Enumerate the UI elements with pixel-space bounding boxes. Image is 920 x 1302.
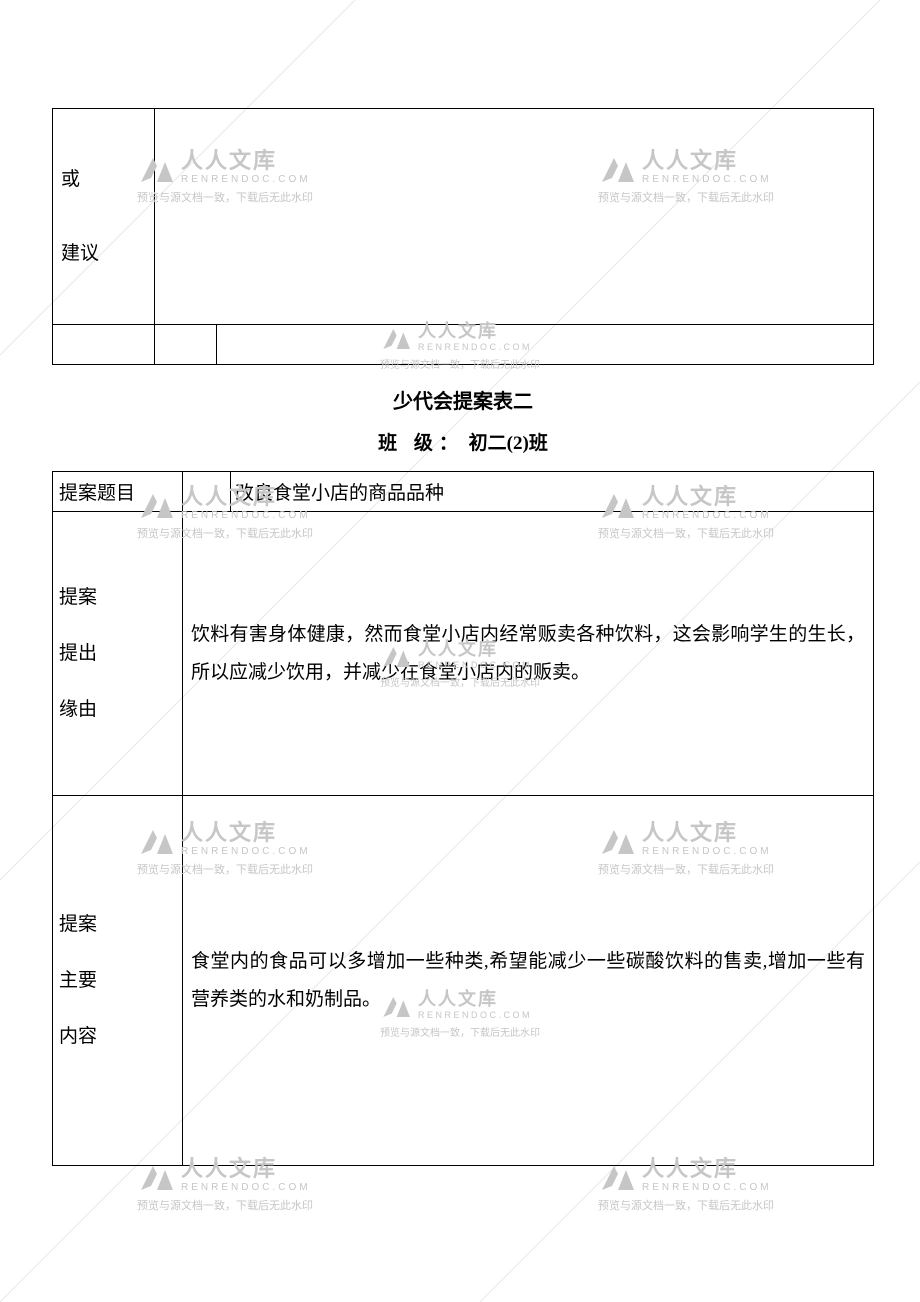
label-text: 主要 [59, 962, 182, 1000]
upper-footer-cell-3 [217, 325, 874, 365]
class-value: 初二(2)班 [469, 433, 548, 454]
class-label: 班 级： [378, 433, 464, 454]
class-line: 班 级： 初二(2)班 [52, 428, 874, 455]
proposal-main-label: 提案 主要 内容 [53, 796, 183, 1166]
watermark-brand-en: RENRENDOC.COM [181, 1183, 311, 1193]
proposal-title-label: 提案题目 [53, 472, 183, 512]
upper-footer-cell-1 [53, 325, 155, 365]
page: 或 建议 少代会提案表二 班 级： 初二(2)班 提案题目 改良食 [0, 0, 920, 1302]
watermark: 人人文库 RENRENDOC.COM 预览与源文档一致，下载后无此水印 [137, 1158, 377, 1213]
watermark-note: 预览与源文档一致，下载后无此水印 [598, 1197, 838, 1213]
upper-row-label: 或 建议 [53, 109, 155, 325]
watermark-brand-en: RENRENDOC.COM [642, 1183, 772, 1193]
label-text: 缘由 [59, 691, 182, 729]
content-area: 或 建议 少代会提案表二 班 级： 初二(2)班 提案题目 改良食 [52, 0, 874, 1166]
label-text: 提案 [59, 906, 182, 944]
label-text: 提案 [59, 579, 182, 617]
watermark-note: 预览与源文档一致，下载后无此水印 [137, 1197, 377, 1213]
proposal-reason-content: 饮料有害身体健康，然而食堂小店内经常贩卖各种饮料，这会影响学生的生长，所以应减少… [183, 512, 874, 796]
label-text: 提出 [59, 635, 182, 673]
watermark: 人人文库 RENRENDOC.COM 预览与源文档一致，下载后无此水印 [598, 1158, 838, 1213]
proposal-main-content: 食堂内的食品可以多增加一些种类,希望能减少一些碳酸饮料的售卖,增加一些有营养类的… [183, 796, 874, 1166]
proposal-title-value: 改良食堂小店的商品品种 [231, 472, 874, 512]
label-text: 内容 [59, 1018, 182, 1056]
proposal-table: 提案题目 改良食堂小店的商品品种 提案 提出 缘由 饮料有害身体健康，然而食堂小… [52, 471, 874, 1166]
proposal-title-spacer [183, 472, 231, 512]
label-text: 建议 [61, 235, 154, 273]
proposal-reason-label: 提案 提出 缘由 [53, 512, 183, 796]
upper-row-content [155, 109, 874, 325]
upper-table-fragment: 或 建议 [52, 108, 874, 365]
upper-footer-cell-2 [155, 325, 217, 365]
label-text: 或 [61, 161, 154, 199]
section-title: 少代会提案表二 [52, 385, 874, 414]
